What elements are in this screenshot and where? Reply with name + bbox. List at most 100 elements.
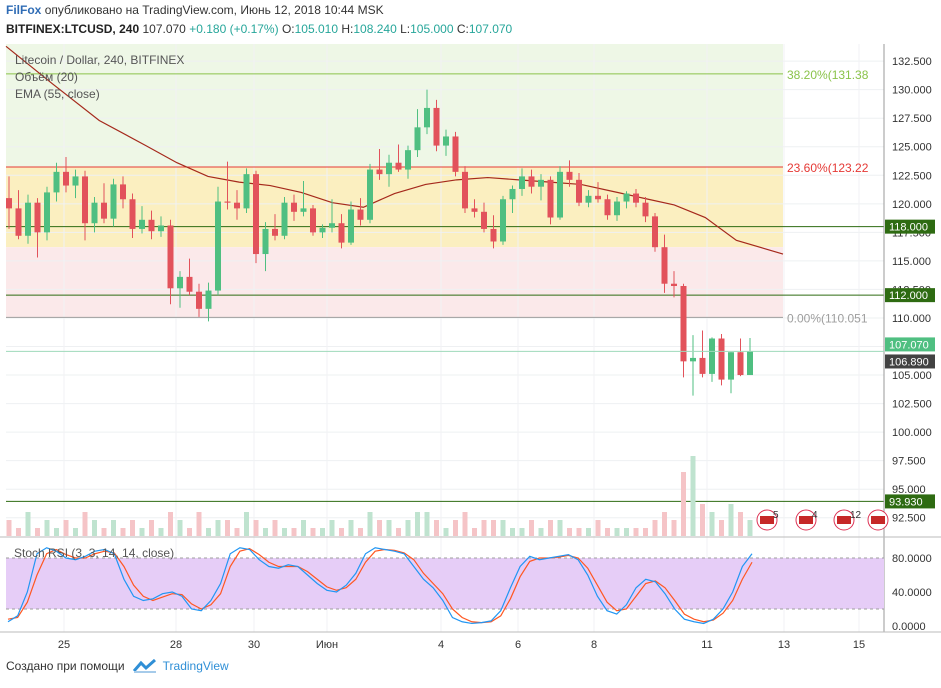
author-name[interactable]: FilFox: [6, 3, 42, 17]
candle[interactable]: [25, 202, 31, 236]
candle[interactable]: [585, 195, 592, 203]
candle[interactable]: [6, 198, 12, 209]
candle[interactable]: [737, 352, 744, 376]
candle[interactable]: [642, 202, 649, 217]
rsi-tick-label: 0.0000: [892, 621, 926, 633]
price-chart[interactable]: 38.20%(131.38 23.60%(123.22 0.00%(110.051 9…: [0, 40, 941, 656]
volume-bar: [82, 512, 88, 536]
time-tick-label: 30: [248, 639, 260, 651]
candle[interactable]: [690, 357, 696, 362]
candle[interactable]: [253, 174, 259, 255]
candle[interactable]: [481, 211, 487, 229]
volume-bar: [253, 520, 259, 536]
candle[interactable]: [509, 188, 516, 200]
candle[interactable]: [728, 352, 734, 380]
candle[interactable]: [348, 209, 354, 243]
volume-bar: [35, 528, 40, 536]
candle[interactable]: [243, 174, 250, 209]
candle[interactable]: [196, 291, 202, 309]
candle[interactable]: [452, 136, 459, 172]
candle[interactable]: [386, 162, 392, 175]
candle[interactable]: [329, 223, 335, 228]
candle[interactable]: [158, 225, 164, 232]
candle[interactable]: [262, 228, 269, 255]
candle[interactable]: [300, 208, 307, 212]
candle[interactable]: [367, 169, 373, 220]
candle[interactable]: [129, 199, 136, 229]
current-price-tag: [885, 354, 935, 369]
volume-bar: [548, 520, 553, 536]
candle[interactable]: [595, 195, 601, 200]
candle[interactable]: [205, 290, 212, 309]
candle[interactable]: [671, 283, 677, 287]
candle[interactable]: [538, 179, 544, 187]
candle[interactable]: [462, 171, 468, 209]
candle[interactable]: [471, 208, 478, 212]
candle[interactable]: [120, 184, 126, 200]
candle[interactable]: [148, 219, 155, 232]
candle[interactable]: [500, 199, 506, 242]
candle[interactable]: [699, 357, 706, 374]
candle[interactable]: [652, 216, 658, 248]
candle[interactable]: [576, 179, 582, 203]
volume-bar: [101, 528, 107, 536]
volume-bar: [700, 504, 705, 536]
volume-bar: [538, 528, 544, 536]
volume-bar: [16, 528, 21, 536]
candle[interactable]: [395, 162, 402, 170]
event-flag-count: 5: [773, 510, 779, 521]
candle[interactable]: [338, 223, 345, 243]
rsi-title: Stoch RSI (3, 3, 14, 14, close): [14, 546, 175, 560]
candle[interactable]: [623, 193, 630, 202]
candle[interactable]: [186, 276, 193, 292]
candle[interactable]: [680, 286, 687, 362]
candle[interactable]: [490, 228, 497, 242]
candle[interactable]: [661, 247, 668, 284]
candle[interactable]: [405, 150, 411, 170]
candle[interactable]: [44, 192, 50, 233]
candle[interactable]: [433, 107, 440, 146]
candle[interactable]: [215, 201, 221, 291]
candle[interactable]: [376, 169, 383, 175]
volume-bar: [206, 528, 211, 536]
candle[interactable]: [310, 208, 316, 233]
candle[interactable]: [357, 209, 364, 220]
candle[interactable]: [614, 201, 620, 216]
candle[interactable]: [224, 201, 231, 203]
candle[interactable]: [747, 351, 753, 376]
tradingview-link[interactable]: TradingView: [132, 659, 229, 673]
candle[interactable]: [82, 176, 88, 224]
candle[interactable]: [15, 208, 22, 236]
candle[interactable]: [167, 225, 174, 289]
candle[interactable]: [34, 202, 41, 233]
candle[interactable]: [709, 338, 715, 374]
candle[interactable]: [53, 171, 60, 193]
volume-bar: [633, 528, 639, 536]
candle[interactable]: [557, 171, 563, 218]
candle[interactable]: [234, 202, 240, 209]
candle[interactable]: [63, 171, 69, 186]
candle[interactable]: [91, 202, 98, 224]
candle[interactable]: [319, 227, 326, 233]
legend-volume: Объём (20): [15, 70, 78, 84]
candle[interactable]: [139, 219, 145, 229]
candle[interactable]: [72, 176, 79, 186]
candle[interactable]: [101, 202, 107, 219]
candle[interactable]: [291, 202, 297, 212]
candle[interactable]: [519, 176, 525, 189]
candle[interactable]: [718, 338, 725, 380]
candle[interactable]: [281, 202, 288, 236]
candle[interactable]: [528, 176, 535, 187]
candle[interactable]: [566, 171, 573, 180]
candle[interactable]: [177, 276, 183, 289]
candle[interactable]: [272, 228, 278, 236]
candle[interactable]: [110, 184, 117, 219]
candle[interactable]: [443, 136, 449, 146]
candle[interactable]: [547, 179, 554, 218]
candle[interactable]: [633, 193, 639, 203]
candle[interactable]: [604, 199, 611, 216]
volume-bar: [301, 520, 306, 536]
candle[interactable]: [414, 127, 421, 151]
candle[interactable]: [424, 107, 430, 128]
time-tick-label: 8: [591, 639, 597, 651]
